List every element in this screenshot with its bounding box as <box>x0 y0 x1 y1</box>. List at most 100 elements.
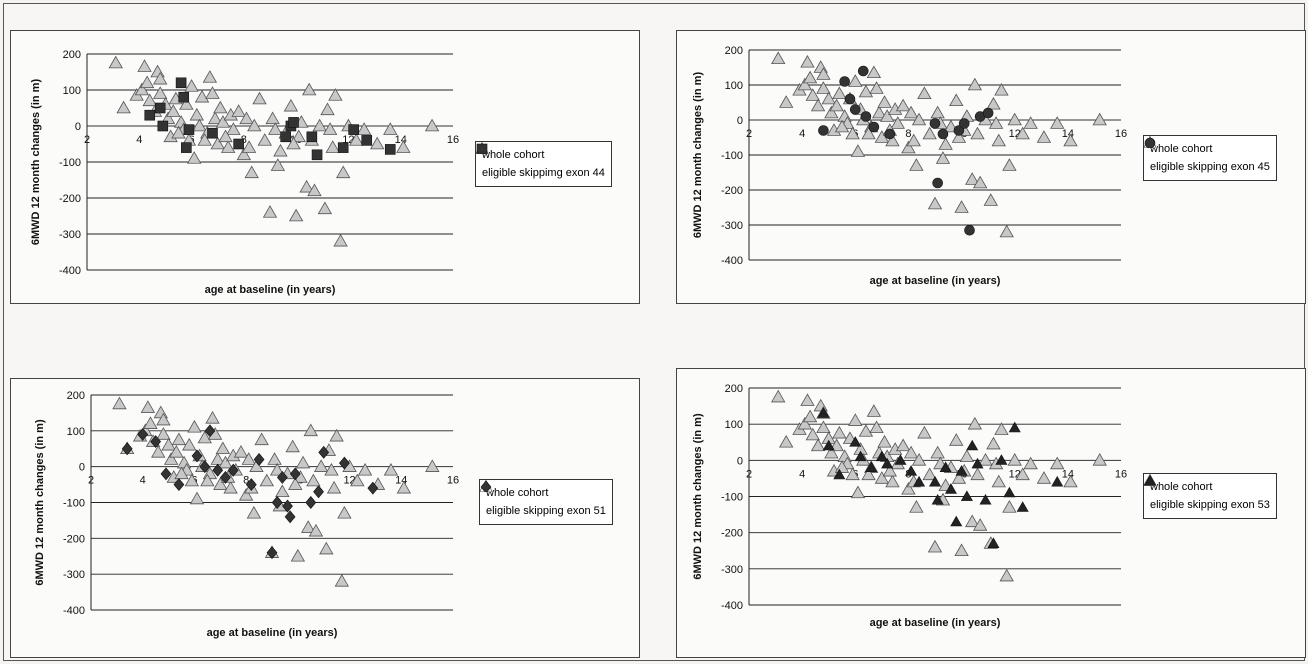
cohort-point <box>205 86 220 99</box>
exon-point <box>857 65 869 77</box>
cohort-point <box>257 133 272 146</box>
cohort-point <box>858 424 874 437</box>
y-tick-label: -100 <box>721 492 743 504</box>
y-tick-label: 200 <box>63 49 81 61</box>
cohort-point <box>207 111 223 125</box>
cohort-point <box>834 119 850 133</box>
cohort-point <box>1015 467 1030 481</box>
exon-point <box>121 442 133 456</box>
y-tick-label: 0 <box>737 455 743 467</box>
cohort-point <box>861 126 876 140</box>
cohort-point <box>970 126 985 140</box>
exon-point <box>305 496 317 509</box>
cohort-point <box>396 480 412 494</box>
cohort-point <box>270 158 286 171</box>
exon-point <box>227 463 239 477</box>
cohort-point <box>858 84 874 98</box>
cohort-point <box>895 98 911 112</box>
cohort-point <box>829 438 844 452</box>
cohort-point <box>869 420 884 434</box>
cohort-point <box>922 126 937 140</box>
cohort-point <box>874 471 890 484</box>
exon-point <box>875 450 888 462</box>
cohort-point <box>800 393 815 406</box>
exon-point <box>271 496 283 509</box>
cohort-point <box>911 453 927 466</box>
cohort-point <box>1023 456 1038 470</box>
exon-point <box>207 127 218 139</box>
cohort-point <box>246 505 262 519</box>
exon-point <box>913 475 926 487</box>
exon-point <box>1016 501 1029 512</box>
cohort-point <box>156 427 171 440</box>
cohort-point <box>200 473 215 487</box>
exon-point <box>929 118 941 129</box>
cohort-point <box>116 100 131 114</box>
cohort-point <box>182 437 197 451</box>
legend-entry: eligible skipping exon 53 <box>1144 474 1270 514</box>
cohort-point <box>922 467 937 481</box>
exon-point <box>1008 421 1021 433</box>
exon-point <box>960 490 973 501</box>
cohort-point <box>134 82 150 96</box>
cohort-point <box>307 183 322 197</box>
cohort-point <box>140 400 156 413</box>
exon-point <box>818 125 829 136</box>
cohort-point <box>1063 133 1078 147</box>
cohort-point <box>312 118 327 132</box>
exon-point <box>150 435 162 449</box>
cohort-point <box>241 452 256 465</box>
cohort-point <box>192 118 207 132</box>
cohort-point <box>337 505 352 519</box>
exon-point <box>181 142 192 153</box>
x-tick-label: 8 <box>243 475 249 487</box>
exon-point <box>154 102 166 114</box>
cohort-point <box>205 410 220 424</box>
cohort-point <box>935 151 951 164</box>
cohort-point <box>797 416 812 430</box>
legend-label: whole cohort <box>486 487 549 499</box>
exon-point <box>1003 486 1016 498</box>
cohort-point <box>816 420 831 434</box>
cohort-point <box>301 520 316 533</box>
exon-point <box>191 449 203 463</box>
y-axis-label: 6MWD 12 month changes (in m) <box>30 79 42 246</box>
exon-point <box>964 224 975 236</box>
legend-label: eligible skippimg exon 44 <box>482 167 605 179</box>
exon-point <box>854 450 867 462</box>
cohort-point <box>349 133 364 146</box>
cohort-point <box>949 93 964 107</box>
y-axis-label: 6MWD 12 month changes (in m) <box>34 419 46 586</box>
legend-entry: eligible skipping exon 45 <box>1144 137 1270 176</box>
cohort-point <box>215 115 231 128</box>
cohort-point <box>202 70 218 83</box>
x-tick-label: 4 <box>136 134 142 146</box>
cohort-point <box>288 477 303 490</box>
cohort-point <box>1092 112 1107 126</box>
y-tick-label: 200 <box>725 383 743 395</box>
cohort-point <box>269 462 285 476</box>
cohort-point <box>275 484 290 498</box>
cohort-point <box>861 467 876 481</box>
exon-point <box>966 439 979 451</box>
x-axis-label: age at baseline (in years) <box>207 627 338 639</box>
cohort-point <box>223 480 238 494</box>
cohort-point <box>308 523 324 537</box>
exon-point <box>137 427 149 441</box>
cohort-point <box>848 74 863 87</box>
exon-point <box>860 111 872 122</box>
y-tick-label: 100 <box>63 85 81 97</box>
cohort-point <box>972 518 988 531</box>
cohort-point <box>885 133 900 147</box>
cohort-point <box>986 96 1001 110</box>
legend-label: whole cohort <box>1150 481 1213 493</box>
cohort-point <box>357 462 373 476</box>
cohort-point <box>951 471 967 484</box>
x-tick-label: 2 <box>746 468 752 480</box>
cohort-point <box>821 91 836 105</box>
cohort-point <box>903 445 919 459</box>
cohort-point <box>285 439 300 453</box>
